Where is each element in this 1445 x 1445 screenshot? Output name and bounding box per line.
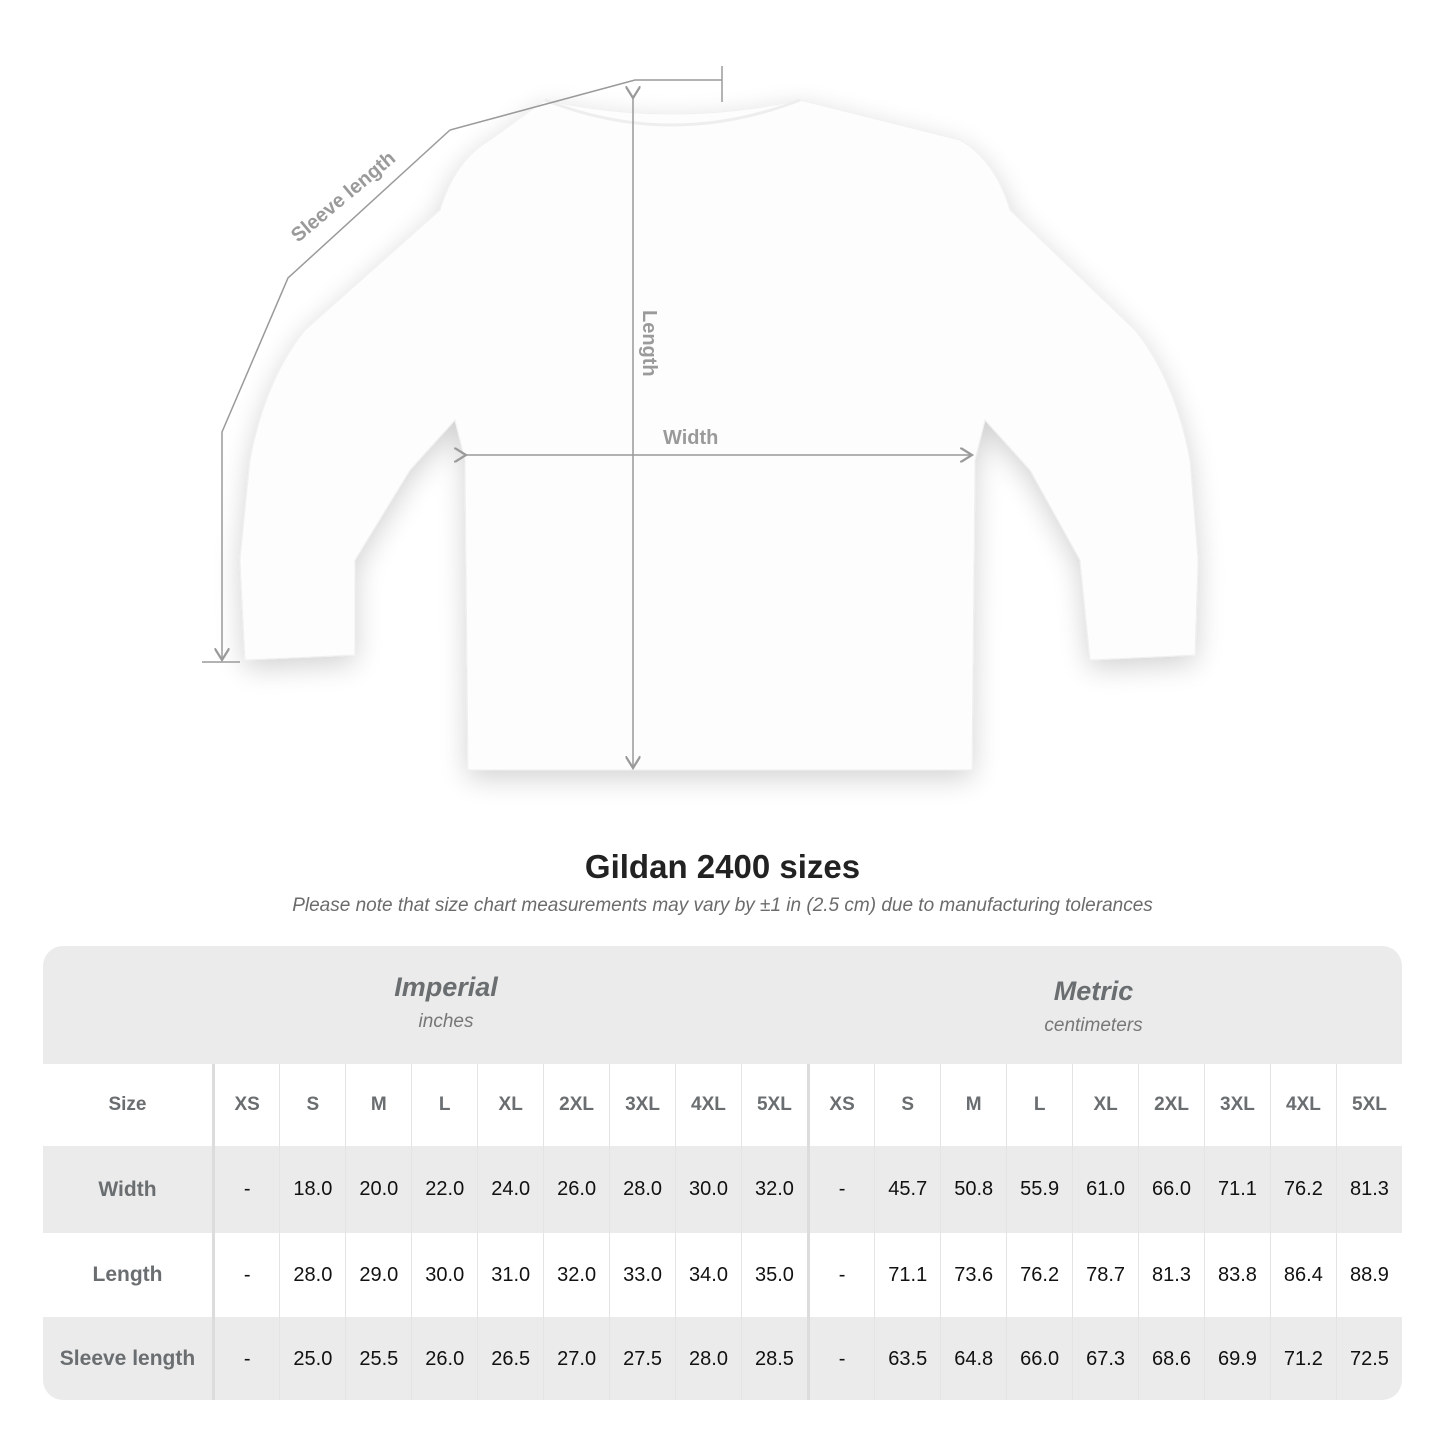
size-header-metric: M	[940, 1064, 1007, 1146]
cell-imperial: 28.0	[279, 1233, 346, 1317]
size-header-metric: L	[1006, 1064, 1073, 1146]
length-label: Length	[638, 310, 660, 377]
size-header-metric: XL	[1072, 1064, 1139, 1146]
row-label: Length	[43, 1233, 215, 1317]
size-header-imperial: 5XL	[740, 1064, 809, 1146]
cell-metric: 76.2	[1006, 1233, 1073, 1317]
cell-metric: 73.6	[940, 1233, 1007, 1317]
table-row: Width -18.0 20.0 22.0 24.0 26.0 28.0 30.0 32.0-4…	[43, 1146, 1402, 1233]
cell-imperial: 28.0	[675, 1317, 742, 1400]
cell-imperial: 25.5	[345, 1317, 412, 1400]
cell-imperial: 26.0	[411, 1317, 478, 1400]
size-header-imperial: M	[345, 1064, 412, 1146]
sleeve-length-measure	[202, 66, 723, 663]
cell-metric: 86.4	[1269, 1233, 1337, 1317]
size-label: Size	[43, 1064, 215, 1146]
cell-metric: 88.9	[1335, 1233, 1402, 1317]
cell-imperial: 26.0	[543, 1146, 610, 1233]
unit-header-band	[43, 946, 1402, 1064]
cell-metric: 68.6	[1138, 1317, 1205, 1400]
cell-metric: 83.8	[1203, 1233, 1271, 1317]
imperial-header: Imperial inches	[216, 972, 676, 1033]
size-header-metric: 5XL	[1335, 1064, 1402, 1146]
cell-metric: -	[806, 1317, 875, 1400]
cell-metric: 71.1	[874, 1233, 941, 1317]
table-row: Sleeve length -25.0 25.5 26.0 26.5 27.0 27.5 28…	[43, 1317, 1402, 1400]
cell-metric: 81.3	[1138, 1233, 1205, 1317]
cell-imperial: 27.5	[609, 1317, 676, 1400]
row-label: Sleeve length	[43, 1317, 215, 1400]
size-header-imperial: XS	[212, 1064, 280, 1146]
shirt-shape	[239, 99, 1199, 771]
cell-imperial: 32.0	[543, 1233, 610, 1317]
size-grid: Size XS S M L XL 2XL 3XL 4XL 5XL XS S M L XL 2XL 3XL 4XL 5…	[43, 1064, 1402, 1400]
imperial-title: Imperial	[394, 972, 498, 1002]
cell-imperial: 30.0	[675, 1146, 742, 1233]
cell-imperial: 31.0	[477, 1233, 544, 1317]
cell-metric: 61.0	[1072, 1146, 1139, 1233]
table-row: Length -28.0 29.0 30.0 31.0 32.0 33.0 34.0 35.0-…	[43, 1233, 1402, 1317]
cell-metric: 72.5	[1335, 1317, 1402, 1400]
size-header-metric: 3XL	[1203, 1064, 1271, 1146]
cell-metric: 76.2	[1269, 1146, 1337, 1233]
width-label: Width	[663, 427, 718, 449]
size-table: Imperial inches Metric centimeters Size X…	[43, 946, 1402, 1400]
size-header-imperial: 4XL	[675, 1064, 742, 1146]
row-label: Width	[43, 1146, 215, 1233]
shirt-diagram: Sleeve length Length Width	[202, 66, 1199, 771]
cell-metric: 63.5	[874, 1317, 941, 1400]
cell-imperial: 27.0	[543, 1317, 610, 1400]
cell-imperial: 24.0	[477, 1146, 544, 1233]
cell-metric: 69.9	[1203, 1317, 1271, 1400]
cell-imperial: -	[212, 1146, 280, 1233]
metric-unit: centimeters	[1044, 1015, 1143, 1036]
size-header-imperial: XL	[477, 1064, 544, 1146]
cell-imperial: 28.5	[740, 1317, 809, 1400]
tolerance-note: Please note that size chart measurements…	[292, 895, 1153, 916]
cell-metric: 71.1	[1203, 1146, 1271, 1233]
cell-imperial: -	[212, 1233, 280, 1317]
cell-metric: 78.7	[1072, 1233, 1139, 1317]
cell-metric: 66.0	[1006, 1317, 1073, 1400]
size-header-metric: 4XL	[1269, 1064, 1337, 1146]
cell-imperial: 33.0	[609, 1233, 676, 1317]
size-header-metric: 2XL	[1138, 1064, 1205, 1146]
cell-imperial: 26.5	[477, 1317, 544, 1400]
cell-imperial: 32.0	[740, 1146, 809, 1233]
cell-metric: 45.7	[874, 1146, 941, 1233]
sleeve-length-label: Sleeve length	[287, 147, 400, 247]
page-title: Gildan 2400 sizes	[584, 848, 861, 885]
cell-imperial: 20.0	[345, 1146, 412, 1233]
cell-metric: 81.3	[1335, 1146, 1402, 1233]
cell-imperial: 30.0	[411, 1233, 478, 1317]
size-header-metric: S	[874, 1064, 941, 1146]
cell-metric: 64.8	[940, 1317, 1007, 1400]
size-header-imperial: S	[279, 1064, 346, 1146]
cell-imperial: 35.0	[740, 1233, 809, 1317]
size-header-metric: XS	[806, 1064, 875, 1146]
size-header-row: Size XS S M L XL 2XL 3XL 4XL 5XL XS S M L XL 2XL 3XL 4XL 5…	[43, 1064, 1402, 1146]
cell-metric: 55.9	[1006, 1146, 1073, 1233]
cell-metric: 67.3	[1072, 1317, 1139, 1400]
collar	[544, 98, 801, 127]
metric-header: Metric centimeters	[810, 976, 1377, 1037]
size-header-imperial: 3XL	[609, 1064, 676, 1146]
imperial-unit: inches	[418, 1011, 474, 1032]
cell-imperial: 29.0	[345, 1233, 412, 1317]
cell-metric: 71.2	[1269, 1317, 1337, 1400]
size-header-imperial: 2XL	[543, 1064, 610, 1146]
cell-imperial: 25.0	[279, 1317, 346, 1400]
cell-metric: 50.8	[940, 1146, 1007, 1233]
size-header-imperial: L	[411, 1064, 478, 1146]
cell-imperial: 18.0	[279, 1146, 346, 1233]
cell-metric: 66.0	[1138, 1146, 1205, 1233]
cell-metric: -	[806, 1146, 875, 1233]
cell-imperial: 28.0	[609, 1146, 676, 1233]
cell-metric: -	[806, 1233, 875, 1317]
cell-imperial: -	[212, 1317, 280, 1400]
metric-title: Metric	[1053, 976, 1134, 1006]
cell-imperial: 22.0	[411, 1146, 478, 1233]
cell-imperial: 34.0	[675, 1233, 742, 1317]
